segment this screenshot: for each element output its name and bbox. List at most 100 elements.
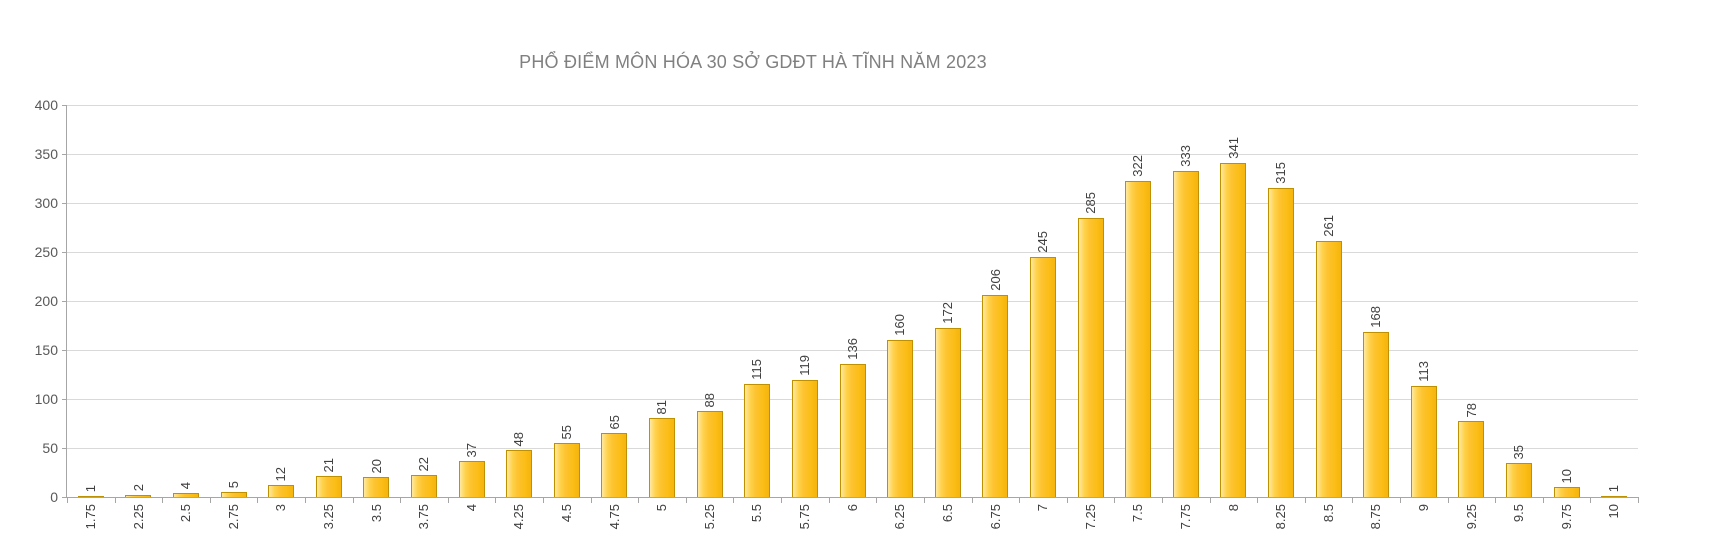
x-axis-label-5.75: 5.75 xyxy=(797,504,812,530)
bar-value-label-4.25: 48 xyxy=(511,431,526,446)
bar-4.75 xyxy=(601,433,627,497)
bar-value-label-3.75: 22 xyxy=(416,456,431,471)
bar-value-label-wrap: 22 xyxy=(400,457,448,471)
bar-2.75 xyxy=(221,492,247,497)
bar-value-label-wrap: 81 xyxy=(638,400,686,414)
bar-value-label-2.5: 4 xyxy=(178,481,193,489)
y-axis-tick xyxy=(62,203,67,204)
x-axis-label-wrap: 5.5 xyxy=(733,504,781,522)
bar-value-label-wrap: 65 xyxy=(591,415,639,429)
bar-7.25 xyxy=(1078,218,1104,497)
bar-7.5 xyxy=(1125,181,1151,497)
x-axis-label-4: 4 xyxy=(464,504,479,512)
bar-3.5 xyxy=(363,477,389,497)
x-axis-label-wrap: 9.75 xyxy=(1543,504,1591,529)
bar-value-label-8.5: 261 xyxy=(1321,215,1336,237)
x-axis-label-3.5: 3.5 xyxy=(369,504,384,523)
x-axis-tick xyxy=(115,498,116,503)
x-axis-label-2.75: 2.75 xyxy=(226,504,241,530)
x-axis-tick xyxy=(210,498,211,503)
x-axis-label-9.75: 9.75 xyxy=(1559,504,1574,530)
bar-value-label-wrap: 12 xyxy=(257,467,305,481)
bar-value-label-5: 81 xyxy=(654,399,669,414)
bar-value-label-10: 1 xyxy=(1606,484,1621,492)
x-axis-tick xyxy=(1210,498,1211,503)
bar-value-label-wrap: 4 xyxy=(162,482,210,489)
bar-value-label-wrap: 2 xyxy=(115,484,163,491)
bar-value-label-wrap: 20 xyxy=(353,459,401,473)
x-axis-tick xyxy=(162,498,163,503)
x-axis-tick xyxy=(1495,498,1496,503)
bar-6.5 xyxy=(935,328,961,497)
x-axis-label-wrap: 4 xyxy=(448,504,496,511)
bar-value-label-8.25: 315 xyxy=(1273,162,1288,184)
bar-value-label-wrap: 160 xyxy=(876,314,924,336)
plot-area: 1 2 4 5 12 21 20 22 37 48 55 65 81 88 115 119 136 160 172 2… xyxy=(67,105,1638,497)
bar-7.75 xyxy=(1173,171,1199,497)
x-axis-label-wrap: 5.75 xyxy=(781,504,829,529)
x-axis-label-8.75: 8.75 xyxy=(1368,504,1383,530)
y-axis-tick xyxy=(62,448,67,449)
bar-value-label-6.25: 160 xyxy=(892,314,907,336)
bar-value-label-2.25: 2 xyxy=(131,483,146,491)
bar-2.5 xyxy=(173,493,199,497)
bar-value-label-6.5: 172 xyxy=(940,302,955,324)
x-axis-tick xyxy=(829,498,830,503)
y-axis-tick xyxy=(62,497,67,498)
x-axis-label-5.25: 5.25 xyxy=(702,504,717,530)
x-axis-label-wrap: 7.25 xyxy=(1067,504,1115,529)
x-axis-label-wrap: 9 xyxy=(1400,504,1448,511)
bar-4.25 xyxy=(506,450,532,497)
x-axis-label-6.5: 6.5 xyxy=(940,504,955,523)
x-axis-tick xyxy=(1638,498,1639,503)
x-axis-tick xyxy=(1543,498,1544,503)
bar-value-label-7: 245 xyxy=(1035,231,1050,253)
x-axis-label-9.5: 9.5 xyxy=(1511,504,1526,523)
x-axis-tick xyxy=(924,498,925,503)
bar-3.25 xyxy=(316,476,342,497)
gridline-200 xyxy=(67,301,1638,302)
bar-value-label-wrap: 261 xyxy=(1305,215,1353,237)
bar-value-label-4.5: 55 xyxy=(559,424,574,439)
bar-value-label-wrap: 136 xyxy=(829,338,877,360)
x-axis-label-wrap: 4.75 xyxy=(591,504,639,529)
x-axis-label-7.75: 7.75 xyxy=(1178,504,1193,530)
bar-value-label-5.5: 115 xyxy=(749,359,764,380)
bar-value-label-wrap: 1 xyxy=(1590,485,1638,492)
gridline-250 xyxy=(67,252,1638,253)
bar-1.75 xyxy=(78,496,104,497)
bar-value-label-8.75: 168 xyxy=(1368,306,1383,328)
bar-value-label-wrap: 245 xyxy=(1019,231,1067,253)
x-axis-tick xyxy=(1305,498,1306,503)
bar-value-label-wrap: 1 xyxy=(67,485,115,492)
bar-6.75 xyxy=(982,295,1008,497)
x-axis-label-wrap: 2.5 xyxy=(162,504,210,522)
bar-value-label-7.5: 322 xyxy=(1130,155,1145,177)
x-axis-label-wrap: 7.75 xyxy=(1162,504,1210,529)
x-axis-label-4.75: 4.75 xyxy=(607,504,622,530)
x-axis-label-wrap: 9.25 xyxy=(1448,504,1496,529)
bar-5.25 xyxy=(697,411,723,497)
bar-5.75 xyxy=(792,380,818,497)
x-axis-label-wrap: 9.5 xyxy=(1495,504,1543,522)
x-axis-tick xyxy=(1257,498,1258,503)
x-axis-label-2.5: 2.5 xyxy=(178,504,193,523)
x-axis-tick xyxy=(543,498,544,503)
x-axis-label-wrap: 6.5 xyxy=(924,504,972,522)
x-axis-label-2.25: 2.25 xyxy=(131,504,146,530)
y-axis-label-250: 250 xyxy=(34,244,58,260)
y-axis-label-50: 50 xyxy=(42,440,58,456)
bar-value-label-wrap: 21 xyxy=(305,458,353,472)
bar-value-label-wrap: 206 xyxy=(972,269,1020,291)
bar-value-label-wrap: 55 xyxy=(543,425,591,439)
bar-value-label-1.75: 1 xyxy=(83,484,98,492)
bar-value-label-5.75: 119 xyxy=(797,355,812,376)
bar-value-label-wrap: 113 xyxy=(1400,361,1448,382)
bar-value-label-wrap: 172 xyxy=(924,302,972,324)
bar-value-label-wrap: 78 xyxy=(1448,403,1496,417)
x-axis-tick xyxy=(67,498,68,503)
bar-value-label-wrap: 5 xyxy=(210,481,258,488)
x-axis-label-wrap: 5 xyxy=(638,504,686,511)
bar-value-label-7.25: 285 xyxy=(1083,192,1098,214)
